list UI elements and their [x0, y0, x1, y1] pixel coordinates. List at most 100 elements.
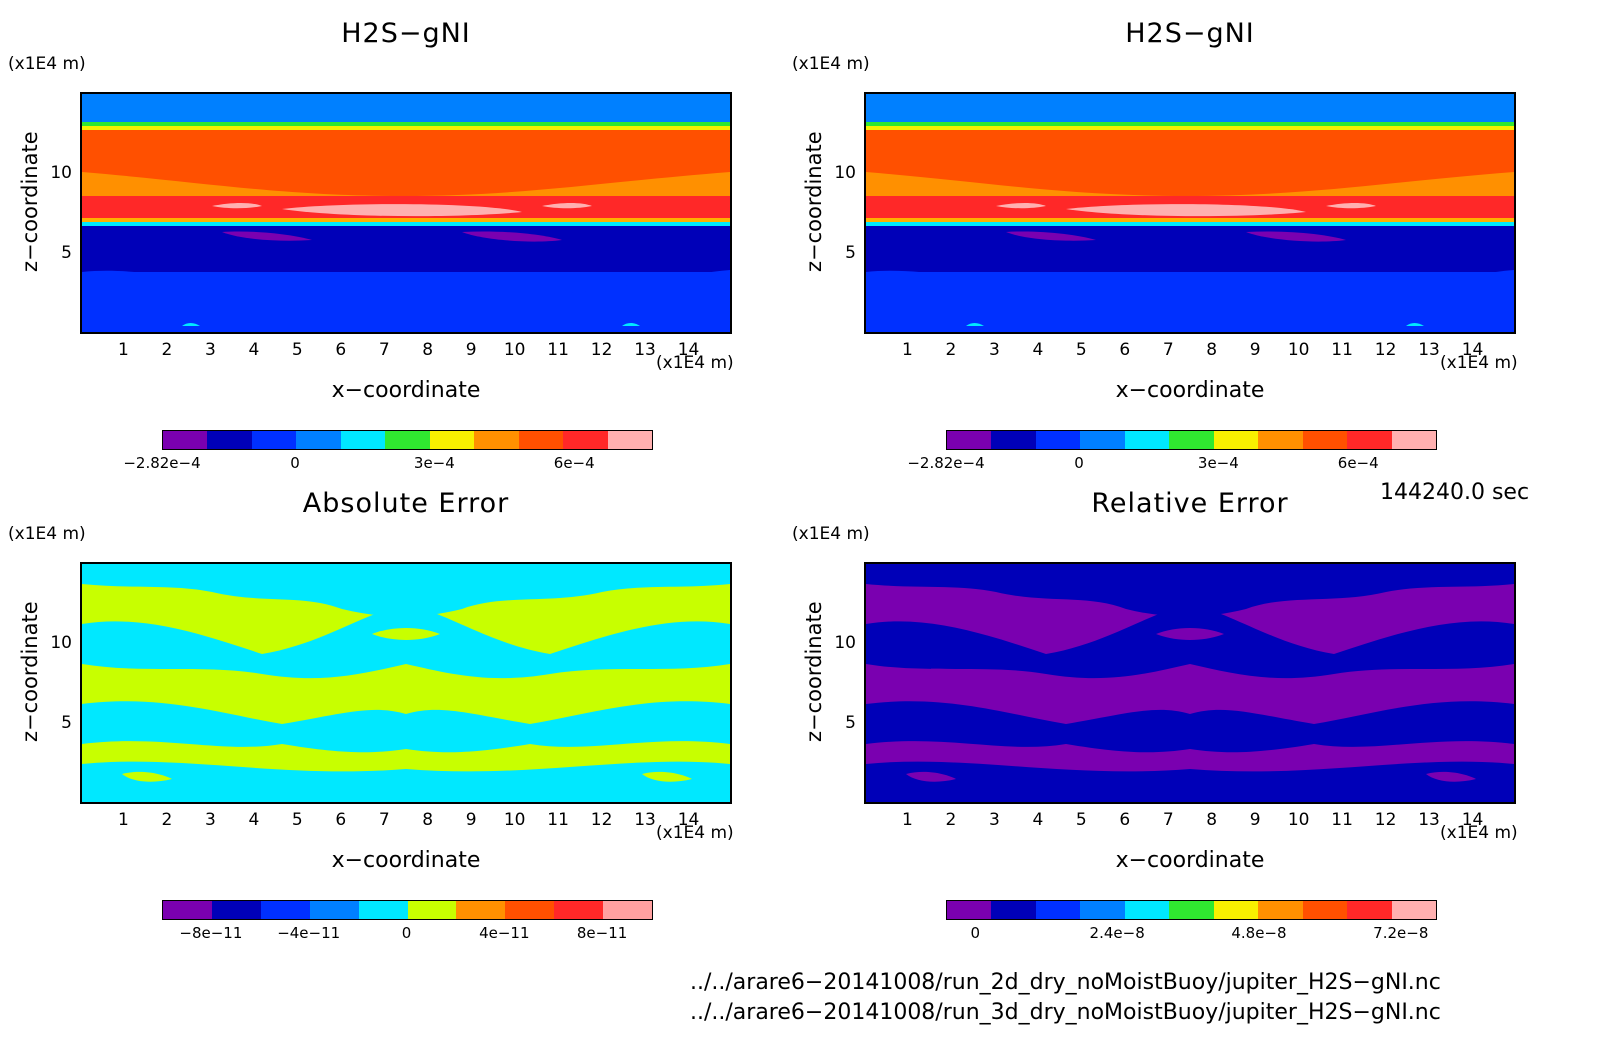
x-tick-label: 9: [465, 340, 477, 360]
colorbar-swatch: [947, 431, 992, 449]
contour-plot: [864, 562, 1516, 804]
x-tick-label: 4: [1032, 810, 1044, 830]
x-tick-label: 13: [634, 810, 656, 830]
contour-svg: [866, 564, 1514, 802]
y-unit-label: (x1E4 m): [8, 524, 86, 544]
y-unit-label: (x1E4 m): [792, 54, 870, 74]
colorbar-swatch: [296, 431, 341, 449]
panel-relative-error: Relative Error (x1E4 m) z−coordinate (x1…: [784, 470, 1564, 970]
x-tick-label: 4: [1032, 340, 1044, 360]
colorbar-tick-label: 2.4e−8: [1089, 924, 1145, 942]
x-tick-label: 11: [547, 340, 569, 360]
colorbar-tick-label: 3e−4: [1197, 454, 1239, 472]
colorbar-swatch: [1035, 901, 1081, 919]
x-tick-label: 10: [503, 810, 526, 830]
x-tick-label: 1: [118, 340, 129, 360]
colorbar-tick-label: 6e−4: [553, 454, 595, 472]
colorbar-swatch: [1124, 431, 1170, 449]
y-tick-label: 10: [834, 162, 856, 183]
colorbar-swatch: [1080, 431, 1125, 449]
colorbar-swatch: [456, 901, 506, 919]
panel-title: Absolute Error: [302, 488, 510, 519]
colorbar-tick-label: 0: [1074, 454, 1084, 472]
colorbar-swatch: [1169, 901, 1214, 919]
y-tick-label: 5: [61, 243, 72, 264]
colorbar-swatch: [1258, 901, 1303, 919]
colorbar-swatch: [407, 901, 457, 919]
x-tick-label: 8: [1206, 810, 1218, 830]
colorbar-swatch: [163, 901, 212, 919]
colorbar-swatch: [211, 901, 261, 919]
x-tick-label: 3: [988, 810, 1000, 830]
colorbar-swatch: [1035, 431, 1081, 449]
colorbar-tick-label: 0: [970, 924, 981, 942]
colorbar-swatch: [947, 901, 992, 919]
x-tick-label: 5: [1075, 810, 1087, 830]
x-tick-label: 14: [1461, 340, 1484, 360]
x-tick-label: 6: [1119, 810, 1131, 830]
y-unit-label: (x1E4 m): [8, 54, 86, 74]
colorbar-tick-label: −4e−11: [277, 924, 341, 942]
x-tick-label: 9: [1249, 340, 1261, 360]
colorbar-tick-label: −8e−11: [179, 924, 243, 942]
colorbar-swatch: [207, 431, 252, 449]
y-tick-label: 5: [61, 713, 72, 734]
x-tick-label: 6: [1119, 340, 1131, 360]
x-tick-label: 13: [634, 340, 656, 360]
contour-svg: [82, 94, 730, 332]
colorbar-swatch: [251, 431, 297, 449]
x-tick-label: 11: [1331, 340, 1353, 360]
colorbar-tick-label: −2.82e−4: [123, 454, 201, 472]
colorbar: [162, 900, 653, 920]
x-tick-label: 12: [1374, 340, 1397, 360]
colorbar-swatch: [1391, 431, 1436, 449]
x-tick-label: 7: [378, 340, 390, 360]
x-tick-label: 9: [1249, 810, 1261, 830]
x-tick-label: 10: [1287, 340, 1310, 360]
x-tick-label: 5: [291, 810, 303, 830]
colorbar-swatch: [358, 901, 408, 919]
colorbar-tick-label: 7.2e−8: [1373, 924, 1429, 942]
colorbar-swatch: [1258, 431, 1303, 449]
colorbar-swatch: [1347, 431, 1392, 449]
x-tick-label: 6: [335, 340, 347, 360]
y-tick-label: 10: [50, 632, 72, 653]
colorbar-swatch: [1169, 431, 1214, 449]
x-tick-label: 5: [291, 340, 303, 360]
y-tick-label: 10: [50, 162, 72, 183]
x-tick-label: 2: [161, 340, 173, 360]
panel-title: Relative Error: [1091, 488, 1289, 519]
y-unit-label: (x1E4 m): [792, 524, 870, 544]
colorbar-tick-label: 4.8e−8: [1231, 924, 1287, 942]
panel-h2s-right: H2S−gNI (x1E4 m) z−coordinate (x1E4 m) x…: [784, 0, 1564, 500]
contour-svg: [82, 564, 730, 802]
colorbar-tick-label: 0: [401, 924, 412, 942]
x-unit-label: (x1E4 m): [656, 353, 734, 373]
panel-title: H2S−gNI: [1125, 18, 1255, 49]
x-tick-label: 13: [1418, 340, 1440, 360]
x-tick-label: 3: [204, 810, 216, 830]
x-tick-label: 10: [1287, 810, 1310, 830]
colorbar-tick-label: 8e−11: [576, 924, 628, 942]
y-tick-label: 5: [845, 713, 856, 734]
colorbar-swatch: [554, 901, 604, 919]
x-tick-label: 1: [902, 810, 913, 830]
x-tick-label: 12: [1374, 810, 1397, 830]
colorbar-swatch: [309, 901, 359, 919]
colorbar-swatch: [385, 431, 430, 449]
colorbar-swatch: [163, 431, 208, 449]
colorbar-swatch: [1302, 431, 1348, 449]
x-unit-label: (x1E4 m): [656, 823, 734, 843]
colorbar-swatch: [607, 431, 652, 449]
colorbar-swatch: [1391, 901, 1436, 919]
x-axis-label: x−coordinate: [1115, 848, 1265, 873]
colorbar-swatch: [1080, 901, 1125, 919]
colorbar-swatch: [603, 901, 653, 919]
x-tick-label: 14: [677, 340, 700, 360]
x-tick-label: 11: [1331, 810, 1353, 830]
panel-absolute-error: Absolute Error (x1E4 m) z−coordinate (x1…: [0, 470, 780, 970]
colorbar-swatch: [518, 431, 564, 449]
colorbar-swatch: [1213, 901, 1259, 919]
x-tick-label: 5: [1075, 340, 1087, 360]
x-tick-label: 6: [335, 810, 347, 830]
